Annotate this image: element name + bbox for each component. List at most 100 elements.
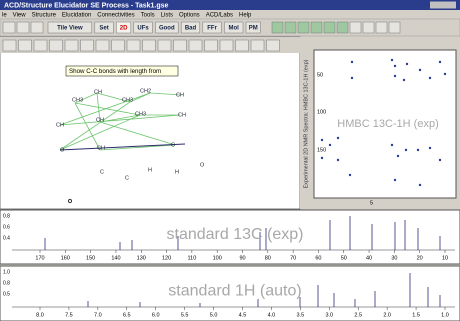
tool-icon[interactable] [376, 22, 387, 33]
tool-icon[interactable] [236, 40, 249, 51]
x-tick-label: 90 [239, 255, 245, 261]
tool-button-label[interactable]: Mol [229, 26, 240, 32]
tool-icon[interactable] [285, 22, 296, 33]
correlation-dot [337, 137, 339, 139]
tool-button-label[interactable]: FFr [207, 26, 217, 32]
tool-icon[interactable] [17, 22, 29, 33]
menu-item[interactable]: Lists [161, 13, 173, 19]
tool-icon[interactable] [205, 40, 218, 51]
x-tick-label: 2.5 [354, 312, 362, 318]
atom-label: CH [96, 117, 104, 123]
spectrum-title: standard 1H (auto) [168, 283, 301, 300]
tool-icon[interactable] [127, 40, 140, 51]
tool-icon[interactable] [389, 22, 400, 33]
y-tick-label: 0.8 [3, 280, 10, 286]
hmbc-y-tick: 100 [317, 109, 326, 115]
correlation-dot [429, 77, 431, 79]
correlation-dot [439, 159, 441, 161]
tool-icon[interactable] [3, 22, 15, 33]
tool-icon[interactable] [19, 40, 32, 51]
tool-button-label[interactable]: Tile View [57, 26, 83, 32]
x-tick-label: 5.5 [181, 312, 189, 318]
correlation-dot [321, 139, 323, 141]
tool-icon[interactable] [324, 22, 335, 33]
x-tick-label: 3.5 [297, 312, 305, 318]
tool-button-label[interactable]: PM [249, 26, 258, 32]
tool-icon[interactable] [220, 40, 233, 51]
x-tick-label: 110 [187, 255, 196, 261]
tool-button-label[interactable]: UFs [137, 26, 149, 32]
x-tick-label: 4.5 [239, 312, 247, 318]
spectrum-title: standard 13C (exp) [167, 226, 304, 243]
correlation-dot [406, 63, 408, 65]
tool-icon[interactable] [158, 40, 171, 51]
atom-label: CH [56, 122, 64, 128]
x-tick-label: 4.0 [268, 312, 276, 318]
tool-icon[interactable] [112, 40, 125, 51]
app-window: ACD/Structure Elucidator SE Process - Ta… [0, 0, 460, 321]
tool-icon[interactable] [363, 22, 374, 33]
hmbc-x-tick: 5 [370, 200, 373, 206]
hmbc-title: HMBC 13C-1H (exp) [337, 118, 438, 130]
window-title: ACD/Structure Elucidator SE Process - Ta… [4, 2, 169, 9]
tool-icon[interactable] [298, 22, 309, 33]
tool-icon[interactable] [267, 40, 280, 51]
correlation-dot [444, 73, 446, 75]
correlation-dot [349, 174, 351, 176]
tool-icon[interactable] [50, 40, 63, 51]
tool-icon[interactable] [174, 40, 187, 51]
tool-button-label[interactable]: 2D [120, 26, 128, 32]
menu-item[interactable]: View [13, 13, 27, 19]
tool-icon[interactable] [251, 40, 264, 51]
atom-label: O [200, 162, 205, 168]
atom-label: H [148, 167, 152, 173]
correlation-dot [405, 149, 407, 151]
window-controls[interactable] [430, 2, 456, 9]
x-tick-label: 2.0 [383, 312, 391, 318]
tool-icon[interactable] [272, 22, 283, 33]
atom-label: CH3 [72, 97, 83, 103]
menu-item[interactable]: Elucidation [62, 13, 91, 19]
y-tick-label: 0.8 [3, 213, 10, 219]
y-tick-label: 1.0 [3, 269, 10, 275]
atom-label: CH [176, 92, 184, 98]
correlation-dot [351, 61, 353, 63]
menu-item[interactable]: Connectivities [97, 13, 134, 19]
atom-label: C [100, 169, 104, 175]
tool-icon[interactable] [311, 22, 322, 33]
x-tick-label: 130 [137, 255, 146, 261]
hmbc-y-tick: 50 [317, 72, 323, 78]
atom-label: CH2 [140, 88, 151, 94]
tool-icon[interactable] [65, 40, 78, 51]
correlation-dot [397, 155, 399, 157]
tool-button-label[interactable]: Good [159, 26, 175, 32]
x-tick-label: 1.0 [441, 312, 449, 318]
tool-icon[interactable] [96, 40, 109, 51]
x-tick-label: 160 [61, 255, 70, 261]
correlation-dot [417, 149, 419, 151]
menu-item[interactable]: le [2, 13, 7, 19]
correlation-dot [337, 159, 339, 161]
tool-button-label[interactable]: Set [99, 26, 108, 32]
menu-item[interactable]: Help [239, 13, 252, 19]
tool-icon[interactable] [3, 40, 16, 51]
x-tick-label: 150 [86, 255, 95, 261]
menu-item[interactable]: Options [179, 13, 200, 19]
menu-item[interactable]: Tools [141, 13, 155, 19]
tool-icon[interactable] [350, 22, 361, 33]
correlation-dot [419, 184, 421, 186]
x-tick-label: 20 [417, 255, 423, 261]
tool-icon[interactable] [337, 22, 348, 33]
tool-icon[interactable] [189, 40, 202, 51]
menu-item[interactable]: ACD/Labs [206, 13, 233, 19]
tool-icon[interactable] [34, 40, 47, 51]
x-tick-label: 6.5 [123, 312, 131, 318]
tool-icon[interactable] [31, 22, 43, 33]
correlation-dot [394, 75, 396, 77]
tool-icon[interactable] [143, 40, 156, 51]
x-tick-label: 7.5 [65, 312, 73, 318]
tool-button-label[interactable]: Bad [185, 26, 197, 32]
tool-icon[interactable] [81, 40, 94, 51]
x-tick-label: 3.0 [325, 312, 333, 318]
menu-item[interactable]: Structure [32, 13, 57, 19]
